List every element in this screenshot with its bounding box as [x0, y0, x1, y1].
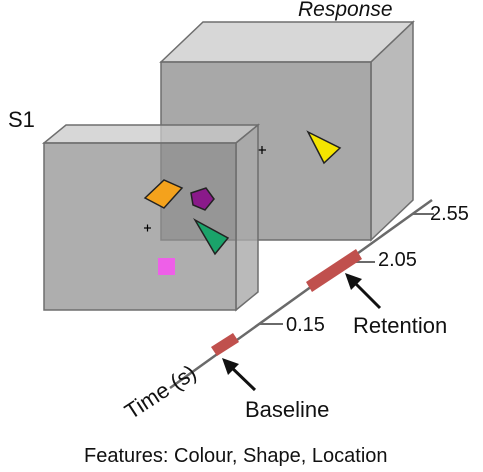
retention-label: Retention — [353, 313, 447, 338]
response-box-top — [159, 21, 415, 63]
diagram-caption: Features: Colour, Shape, Location — [84, 445, 388, 467]
baseline-arrow — [222, 358, 257, 392]
time-axis — [169, 198, 434, 390]
time-axis-line — [169, 198, 433, 390]
green-triangle-shape — [192, 218, 230, 256]
response-fixation-cross — [258, 146, 266, 154]
orange-parallelogram-shape — [143, 179, 184, 209]
tick-label-2-55: 2.55 — [430, 203, 469, 225]
s1-box-front — [43, 142, 237, 311]
s1-box-side — [235, 123, 259, 312]
pink-square-shape — [158, 258, 175, 275]
response-label: Response — [298, 0, 393, 21]
yellow-triangle-shape — [306, 130, 342, 165]
s1-box-top — [41, 124, 261, 144]
tick-label-0-15: 0.15 — [286, 314, 325, 336]
time-axis-label: Time (s) — [120, 360, 201, 424]
baseline-label: Baseline — [245, 397, 329, 422]
baseline-period-bar — [211, 333, 239, 356]
s1-fixation-cross — [144, 224, 151, 232]
tick-label-2-05: 2.05 — [378, 249, 417, 271]
purple-pentagon-shape — [190, 187, 215, 211]
retention-period-bar — [306, 249, 362, 292]
s1-label: S1 — [8, 107, 35, 132]
s1-box — [41, 123, 261, 312]
retention-arrow — [345, 273, 382, 310]
